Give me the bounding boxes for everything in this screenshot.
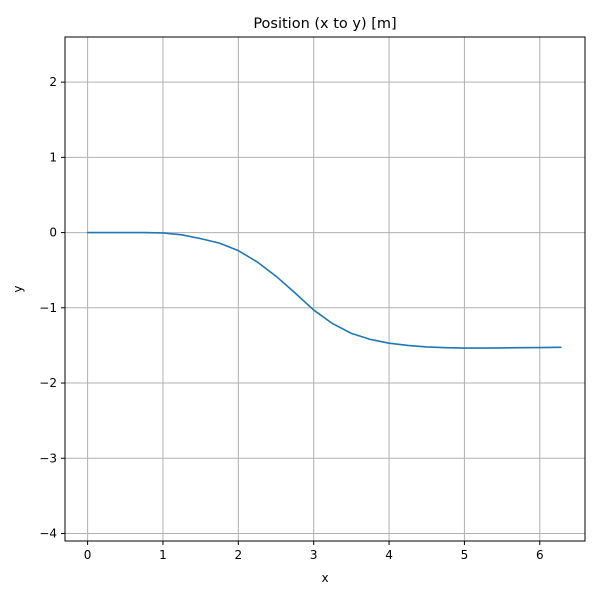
y-axis-title: y <box>11 285 25 292</box>
x-tick-label: 6 <box>536 548 544 562</box>
y-tick-label: −2 <box>39 376 57 390</box>
y-tick-label: 2 <box>49 75 57 89</box>
chart-title: Position (x to y) [m] <box>253 16 396 32</box>
series-line-1 <box>86 231 562 349</box>
x-tick-label: 0 <box>84 548 92 562</box>
x-tick-label: 3 <box>310 548 318 562</box>
y-tick-label: 1 <box>49 150 57 164</box>
y-tick-label: −3 <box>39 451 57 465</box>
x-tick-label: 5 <box>461 548 469 562</box>
x-tick-label: 2 <box>235 548 243 562</box>
y-tick-label: −4 <box>39 526 57 540</box>
ticks: 0 1 2 3 4 5 6 −4 −3 −2 −1 0 1 2 <box>39 75 543 562</box>
series-layer <box>86 231 562 349</box>
x-tick-label: 4 <box>385 548 393 562</box>
axes-frame <box>64 36 586 542</box>
y-tick-label: −1 <box>39 301 57 315</box>
x-tick-label: 1 <box>159 548 167 562</box>
x-axis-title: x <box>321 571 328 585</box>
y-tick-label: 0 <box>49 226 57 240</box>
